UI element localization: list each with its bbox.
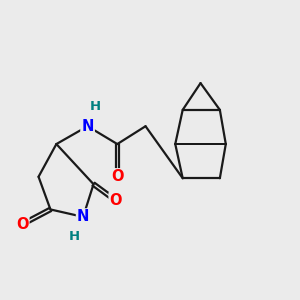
Text: O: O xyxy=(16,217,28,232)
Text: H: H xyxy=(89,100,100,113)
Text: O: O xyxy=(111,169,124,184)
Text: O: O xyxy=(110,193,122,208)
Text: H: H xyxy=(69,230,80,243)
Text: N: N xyxy=(77,209,89,224)
Text: N: N xyxy=(81,119,94,134)
